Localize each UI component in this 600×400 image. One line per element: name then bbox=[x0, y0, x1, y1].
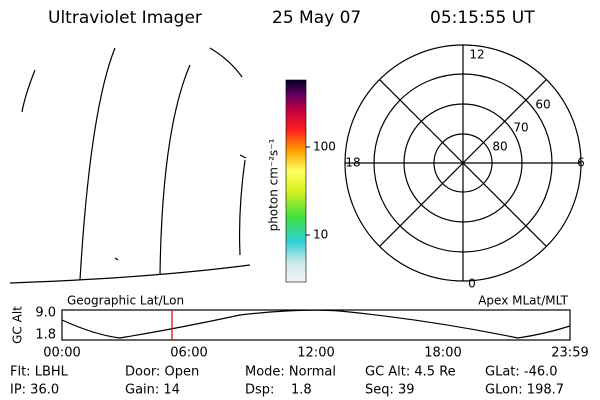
time: 05:15:55 UT bbox=[430, 8, 535, 28]
mlt-label: 0 bbox=[468, 277, 476, 291]
orbit-x-tick: 12:00 bbox=[297, 346, 334, 361]
orbit-y-tick: 9.0 bbox=[35, 306, 56, 321]
polar-grid bbox=[344, 44, 582, 282]
orbit-right-title: Apex MLat/MLT bbox=[478, 294, 568, 308]
date: 25 May 07 bbox=[272, 8, 361, 28]
status-field: Door: Open bbox=[125, 365, 199, 380]
mlat-label: 80 bbox=[492, 140, 507, 154]
colorbar-tick-label: 100 bbox=[313, 140, 336, 154]
orbit-y-label: GC Alt bbox=[11, 306, 25, 344]
status-field: GLat: -46.0 bbox=[485, 365, 558, 380]
colorbar-label: photon cm⁻²s⁻¹ bbox=[267, 138, 281, 231]
mlt-label: 18 bbox=[345, 156, 360, 170]
status-field: Mode: Normal bbox=[245, 365, 336, 380]
status-field: Gain: 14 bbox=[125, 383, 180, 398]
orbit-x-tick: 18:00 bbox=[424, 346, 461, 361]
mlt-label: 12 bbox=[469, 48, 484, 62]
colorbar bbox=[285, 79, 307, 283]
status-field: Flt: LBHL bbox=[10, 365, 69, 380]
mlat-label: 60 bbox=[535, 98, 550, 112]
instrument: Ultraviolet Imager bbox=[48, 8, 202, 28]
status-field: Seq: 39 bbox=[365, 383, 415, 398]
orbit-y-tick: 1.8 bbox=[35, 328, 56, 343]
colorbar-tick-label: 10 bbox=[313, 228, 328, 242]
orbit-left-title: Geographic Lat/Lon bbox=[67, 294, 184, 308]
status-field: IP: 36.0 bbox=[10, 383, 59, 398]
status-field: Dsp: 1.8 bbox=[245, 383, 312, 398]
status-field: GLon: 198.7 bbox=[485, 383, 564, 398]
orbit-curve bbox=[61, 309, 571, 339]
status-field: GC Alt: 4.5 Re bbox=[365, 365, 456, 380]
mlat-label: 70 bbox=[513, 121, 528, 135]
orbit-x-tick: 06:00 bbox=[170, 346, 207, 361]
geo-grid bbox=[9, 47, 251, 284]
orbit-x-tick: 23:59 bbox=[551, 346, 588, 361]
orbit-x-tick: 00:00 bbox=[43, 346, 80, 361]
mlt-label: 6 bbox=[577, 156, 585, 170]
